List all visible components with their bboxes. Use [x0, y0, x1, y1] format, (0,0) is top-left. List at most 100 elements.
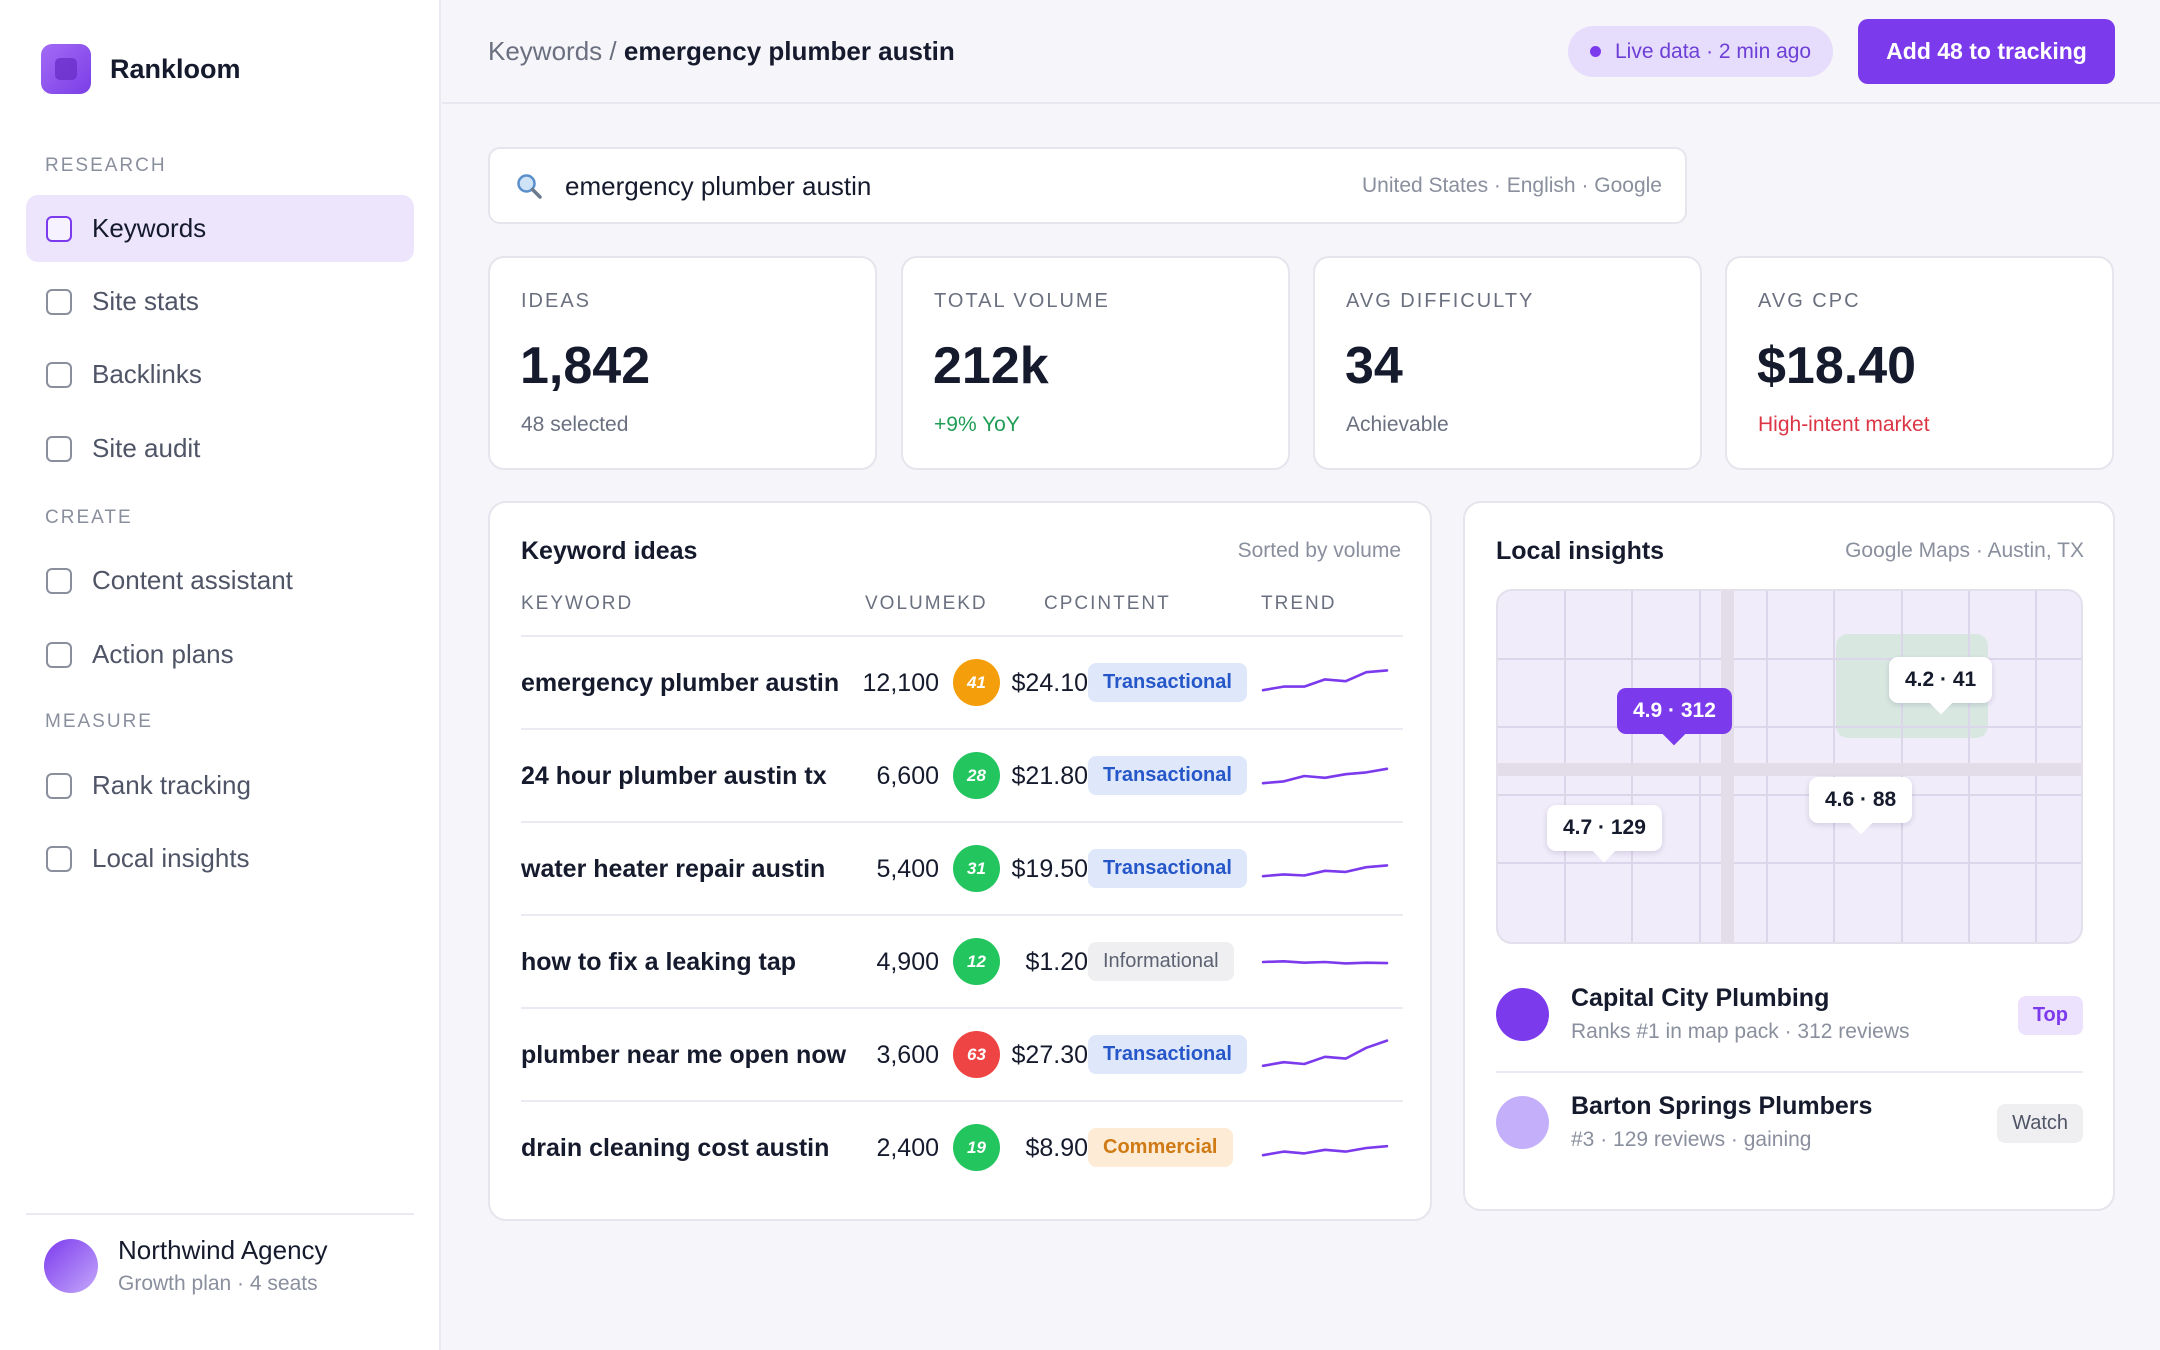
search-locale[interactable]: United States · English · Google [1362, 174, 1662, 197]
sidebar-item-label: Backlinks [92, 359, 202, 389]
kd-badge: 41 [953, 659, 1000, 706]
top-bar: Keywords / emergency plumber austin Live… [442, 0, 2160, 104]
stat-card-ideas: IDEAS 1,842 48 selected [488, 256, 877, 470]
trend-line [1261, 1144, 1389, 1157]
section-label-create: CREATE [45, 507, 133, 528]
column-header-volume-kd[interactable]: VOLUMEKD [865, 593, 988, 614]
column-header-cpc-intent[interactable]: CPCINTENT [1044, 593, 1171, 614]
avatar [44, 1238, 98, 1293]
intent-badge: Transactional [1088, 756, 1247, 795]
trend-sparkline [1261, 1039, 1389, 1068]
live-status-badge: Live data · 2 min ago [1568, 26, 1834, 77]
divider [1496, 1071, 2083, 1073]
cpc-cell: $21.80 [1011, 762, 1088, 790]
map-pin[interactable]: 4.7 · 129 [1547, 805, 1662, 851]
volume-cell: 12,100 [862, 669, 939, 697]
table-row[interactable]: 24 hour plumber austin tx 6,600 28 $21.8… [521, 730, 1403, 823]
intent-badge: Transactional [1088, 1035, 1247, 1074]
local-insights-panel: Local insights Google Maps · Austin, TX [1463, 501, 2115, 1211]
divider [521, 1007, 1403, 1009]
kd-badge: 31 [953, 845, 1000, 892]
intent-badge: Informational [1088, 942, 1234, 981]
trend-line [1261, 1039, 1389, 1068]
cpc-cell: $19.50 [1011, 855, 1088, 883]
map-pin[interactable]: 4.9 · 312 [1617, 688, 1732, 734]
column-header-trend: TREND [1261, 593, 1337, 614]
sidebar-item-label: Rank tracking [92, 770, 251, 800]
sidebar-item-content-assistant[interactable]: Content assistant [26, 547, 414, 614]
intent-badge: Commercial [1088, 1128, 1233, 1167]
avatar [1496, 988, 1549, 1041]
breadcrumb: Keywords / emergency plumber austin [488, 36, 955, 67]
trend-line [1261, 767, 1389, 785]
keyword-cell: drain cleaning cost austin [521, 1134, 830, 1162]
cpc-cell: $1.20 [1025, 948, 1088, 976]
cpc-cell: $24.10 [1011, 669, 1088, 697]
business-item-capital-city-plumbing[interactable]: Capital City Plumbing Ranks #1 in map pa… [1496, 968, 2083, 1066]
section-label-measure: MEASURE [45, 711, 153, 732]
map-pin[interactable]: 4.6 · 88 [1809, 777, 1913, 823]
search-icon [517, 174, 542, 199]
trend-line [1261, 669, 1389, 692]
account-plan: Growth plan · 4 seats [118, 1272, 318, 1295]
sidebar-item-backlinks[interactable]: Backlinks [26, 341, 414, 408]
business-item-barton-springs-plumbers[interactable]: Barton Springs Plumbers #3 · 129 reviews… [1496, 1076, 2083, 1174]
trend-sparkline [1261, 669, 1389, 692]
checkbox-icon [46, 567, 72, 594]
live-status-text: Live data · 2 min ago [1615, 39, 1812, 63]
divider [521, 1100, 1403, 1102]
stat-sub: Achievable [1346, 413, 1449, 436]
sidebar-item-site-stats[interactable]: Site stats [26, 268, 414, 335]
sidebar-item-label: Content assistant [92, 565, 293, 595]
table-row[interactable]: water heater repair austin 5,400 31 $19.… [521, 823, 1403, 916]
table-row[interactable]: emergency plumber austin 12,100 41 $24.1… [521, 637, 1403, 730]
section-label-research: RESEARCH [45, 155, 167, 176]
breadcrumb-separator: / [609, 36, 617, 66]
stat-value: 34 [1345, 337, 1403, 395]
divider [521, 821, 1403, 823]
keyword-search-input[interactable]: emergency plumber austin United States ·… [488, 147, 1687, 224]
sidebar-item-keywords[interactable]: Keywords [26, 195, 414, 262]
sidebar-item-site-audit[interactable]: Site audit [26, 415, 414, 482]
account-switcher[interactable]: Northwind Agency Growth plan · 4 seats [44, 1235, 328, 1296]
account-name: Northwind Agency [118, 1235, 328, 1265]
breadcrumb-root[interactable]: Keywords [488, 36, 603, 66]
divider [521, 728, 1403, 730]
map-view[interactable]: 4.9 · 312 4.2 · 41 4.6 · 88 4.7 · 129 [1496, 589, 2083, 944]
status-badge: Top [2017, 996, 2083, 1035]
divider [26, 1213, 414, 1215]
sidebar-item-label: Keywords [92, 213, 207, 243]
trend-sparkline [1261, 864, 1389, 878]
intent-badge: Transactional [1088, 663, 1247, 702]
map-pin[interactable]: 4.2 · 41 [1889, 657, 1993, 703]
stat-sub: High-intent market [1758, 413, 1930, 436]
keyword-cell: emergency plumber austin [521, 669, 840, 697]
sidebar-item-local-insights[interactable]: Local insights [26, 825, 414, 892]
table-row[interactable]: plumber near me open now 3,600 63 $27.30… [521, 1009, 1403, 1102]
live-dot-icon [1590, 46, 1601, 57]
map-location: Google Maps · Austin, TX [1845, 539, 2084, 562]
trend-sparkline [1261, 1144, 1389, 1157]
stat-card-avg-cpc: AVG CPC $18.40 High-intent market [1725, 256, 2114, 470]
stat-label: IDEAS [521, 290, 592, 312]
volume-cell: 5,400 [876, 855, 939, 883]
add-to-tracking-button[interactable]: Add 48 to tracking [1858, 19, 2115, 84]
table-row[interactable]: how to fix a leaking tap 4,900 12 $1.20 … [521, 916, 1403, 1009]
map-grid [1498, 591, 2081, 942]
intent-badge: Transactional [1088, 849, 1247, 888]
sort-control[interactable]: Sorted by volume [1237, 539, 1401, 562]
column-header-keyword[interactable]: KEYWORD [521, 593, 634, 614]
trend-sparkline [1261, 959, 1389, 965]
breadcrumb-current: emergency plumber austin [623, 36, 955, 66]
sidebar-item-action-plans[interactable]: Action plans [26, 621, 414, 688]
keyword-cell: plumber near me open now [521, 1041, 847, 1069]
volume-cell: 4,900 [876, 948, 939, 976]
checkbox-icon [46, 288, 72, 315]
brand[interactable]: Rankloom [41, 44, 241, 94]
keyword-ideas-panel: Keyword ideas Sorted by volume KEYWORD V… [488, 501, 1432, 1221]
table-row[interactable]: drain cleaning cost austin 2,400 19 $8.9… [521, 1102, 1403, 1195]
logo-icon [41, 44, 91, 94]
sidebar-item-rank-tracking[interactable]: Rank tracking [26, 752, 414, 819]
volume-cell: 3,600 [876, 1041, 939, 1069]
stat-label: AVG CPC [1758, 290, 1861, 312]
